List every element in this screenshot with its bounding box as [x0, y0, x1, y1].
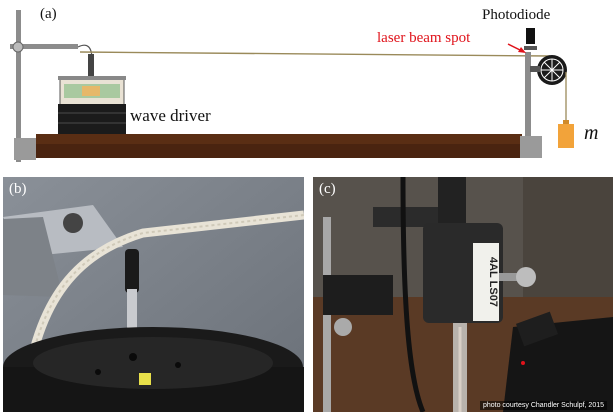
wave-driver-label: wave driver	[130, 106, 211, 125]
pulley	[530, 55, 567, 85]
table-body	[36, 144, 522, 158]
right-stand-base	[520, 136, 542, 158]
left-stand-arm	[10, 44, 78, 49]
panel-b-label: (b)	[9, 181, 27, 197]
left-stand-rod	[16, 10, 21, 162]
table-top	[36, 134, 522, 144]
panel-c-label: (c)	[319, 181, 336, 197]
left-stand-base	[14, 138, 36, 160]
panel-b-photo: (b)	[3, 177, 304, 412]
laser-arrowhead	[518, 47, 526, 53]
hanging-mass	[558, 124, 574, 148]
laser-beam-spot-label: laser beam spot	[377, 30, 471, 46]
panel-c-tag-text: 4AL LS07	[487, 257, 499, 307]
panel-c-illustration	[313, 177, 613, 412]
panel-a-label: (a)	[40, 6, 57, 22]
photo-credit: photo courtesy Chandler Schulpf, 2015	[479, 401, 607, 410]
mass-hook	[563, 120, 569, 125]
panel-a: (a) Photodiode laser beam spot wave driv…	[0, 0, 615, 175]
left-stand-clamp	[12, 41, 24, 53]
mass-label: m	[584, 122, 599, 144]
photodiode-label: Photodiode	[482, 7, 551, 23]
panel-a-diagram	[10, 10, 574, 162]
string	[79, 51, 551, 57]
panel-b-illustration	[3, 177, 304, 412]
wave-driver-device	[58, 54, 126, 134]
panel-c-photo: 4AL LS07 (c) photo courtesy Chandler Sch…	[313, 177, 613, 412]
photodiode-device	[526, 28, 535, 44]
right-stand-rod	[525, 52, 531, 152]
